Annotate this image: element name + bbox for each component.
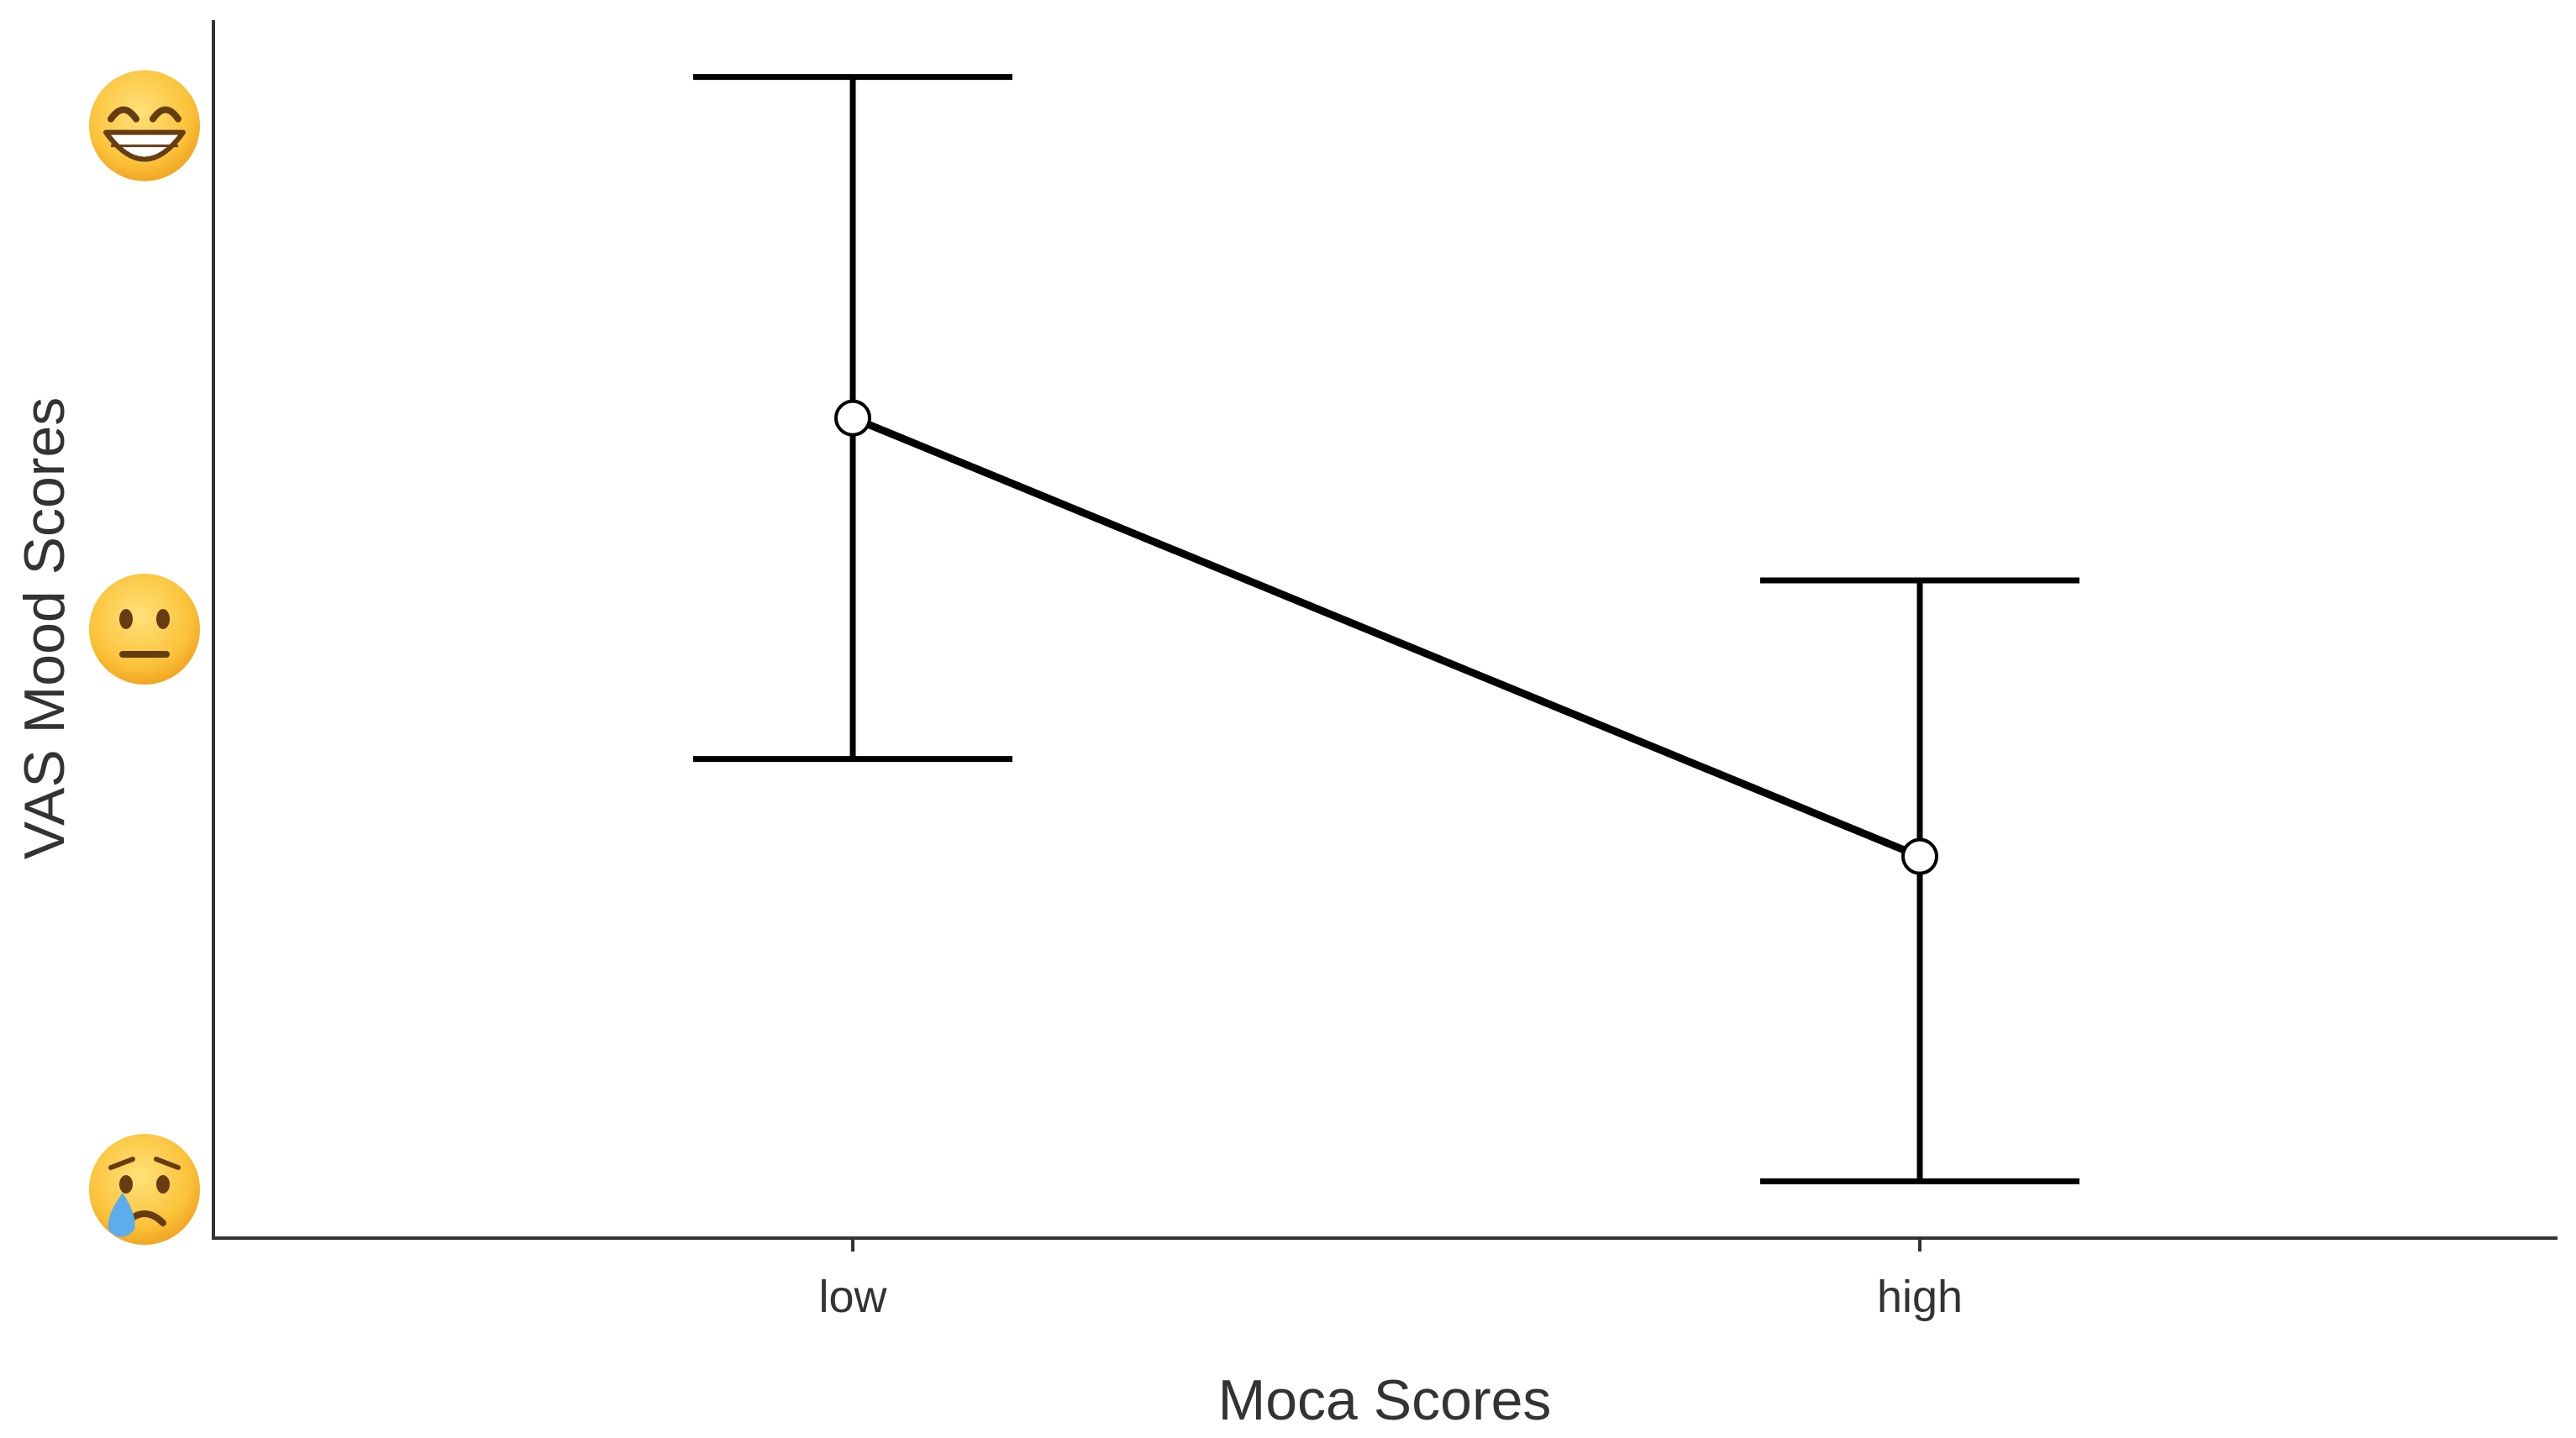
tear-drop: [108, 1193, 135, 1237]
x-axis-title: Moca Scores: [1218, 1368, 1552, 1432]
emoji-eye: [156, 1175, 170, 1194]
emoji-eye: [119, 609, 133, 629]
data-point-low: [834, 399, 871, 437]
emoji-brow: [154, 1157, 181, 1170]
neutral-face-emoji: [89, 574, 200, 685]
x-tick-label: high: [1877, 1272, 1963, 1322]
emoji-face: [89, 1134, 200, 1245]
x-tick-labels: low high: [818, 1238, 1963, 1322]
emoji-eye: [108, 106, 139, 123]
emoji-eye: [119, 1175, 133, 1194]
x-tick-label: low: [818, 1272, 887, 1322]
emoji-brow: [108, 1157, 135, 1170]
y-tick-icons: [89, 70, 200, 1245]
grinning-face-emoji: [89, 70, 200, 181]
axes: [212, 20, 2558, 1240]
emoji-face: [89, 574, 200, 685]
emoji-eye: [150, 106, 181, 123]
crying-face-emoji: [89, 1134, 200, 1245]
emoji-eye: [156, 609, 170, 629]
emoji-face: [89, 70, 200, 181]
error-bars: [693, 74, 2079, 1184]
series-line-group: [834, 399, 1938, 875]
y-axis-title: VAS Mood Scores: [13, 397, 76, 860]
series-line: [851, 414, 1921, 860]
data-point-high: [1901, 837, 1938, 875]
